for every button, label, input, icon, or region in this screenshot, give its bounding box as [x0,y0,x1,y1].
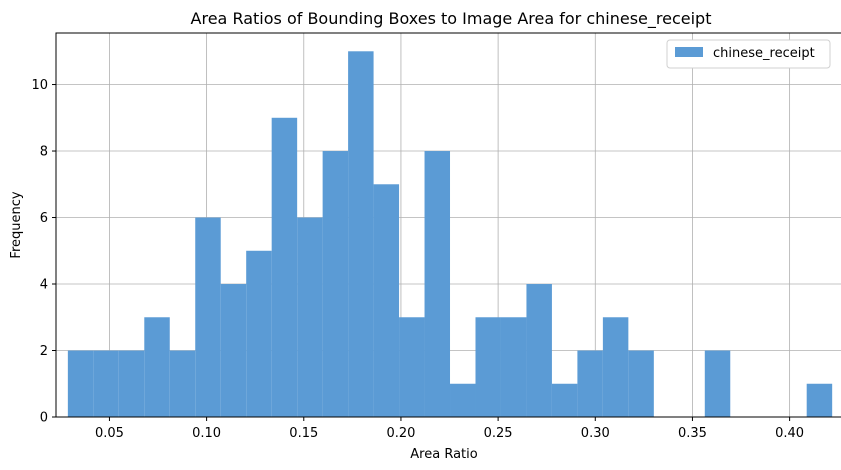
y-tick-label-3: 6 [40,211,48,226]
histogram-bar-6 [220,284,247,417]
y-tick-label-2: 4 [40,278,48,293]
y-tick-label-1: 2 [40,344,48,359]
x-tick-label-6: 0.35 [678,426,707,441]
histogram-bar-13 [399,317,425,417]
histogram-bar-1 [93,350,119,417]
histogram-bar-22 [628,350,654,417]
legend-frame [666,39,831,69]
y-tick-label-0: 0 [40,411,48,426]
histogram-bar-12 [373,184,400,417]
histogram-bar-5 [195,217,221,417]
y-tick-label-5: 10 [31,78,48,93]
chart-title: Area Ratios of Bounding Boxes to Image A… [191,9,712,29]
x-axis-label: Area Ratio [410,447,477,462]
histogram-bar-3 [144,317,170,417]
legend: chinese_receipt [666,39,831,69]
y-axis-ticks: 0 2 4 6 8 10 [31,78,56,426]
histogram-bar-11 [348,51,374,418]
plot-area-border [55,32,841,418]
legend-label: chinese_receipt [713,46,815,61]
y-axis-label: Frequency [9,191,24,258]
histogram-bar-14 [424,151,451,417]
histogram-bar-20 [577,350,603,417]
y-tick-label-4: 8 [40,145,48,160]
x-axis-ticks: 0.05 0.10 0.15 0.20 0.25 0.30 0.35 0.40 [95,417,804,441]
histogram-bar-19 [551,383,578,417]
x-tick-label-4: 0.25 [484,426,513,441]
x-tick-label-2: 0.15 [289,426,318,441]
legend-swatch [675,47,703,57]
histogram-bar-2 [118,350,145,417]
histogram-bar-7 [246,250,272,417]
histogram-bar-18 [526,284,552,417]
x-tick-label-7: 0.40 [775,426,804,441]
histogram-bars [67,51,833,418]
histogram-bar-21 [602,317,629,417]
histogram-bar-8 [271,117,298,417]
histogram-bar-0 [67,350,94,417]
x-tick-label-3: 0.20 [386,426,415,441]
histogram-bar-17 [500,317,527,417]
histogram-bar-15 [450,383,476,417]
histogram-bar-29 [806,383,833,417]
histogram-bar-16 [475,317,501,417]
histogram-bar-25 [704,350,731,417]
histogram-bar-9 [297,217,323,417]
x-tick-label-5: 0.30 [581,426,610,441]
histogram-bar-10 [322,151,349,417]
x-tick-label-1: 0.10 [192,426,221,441]
histogram-bar-4 [169,350,196,417]
x-tick-label-0: 0.05 [95,426,124,441]
axes-frame [55,32,841,418]
